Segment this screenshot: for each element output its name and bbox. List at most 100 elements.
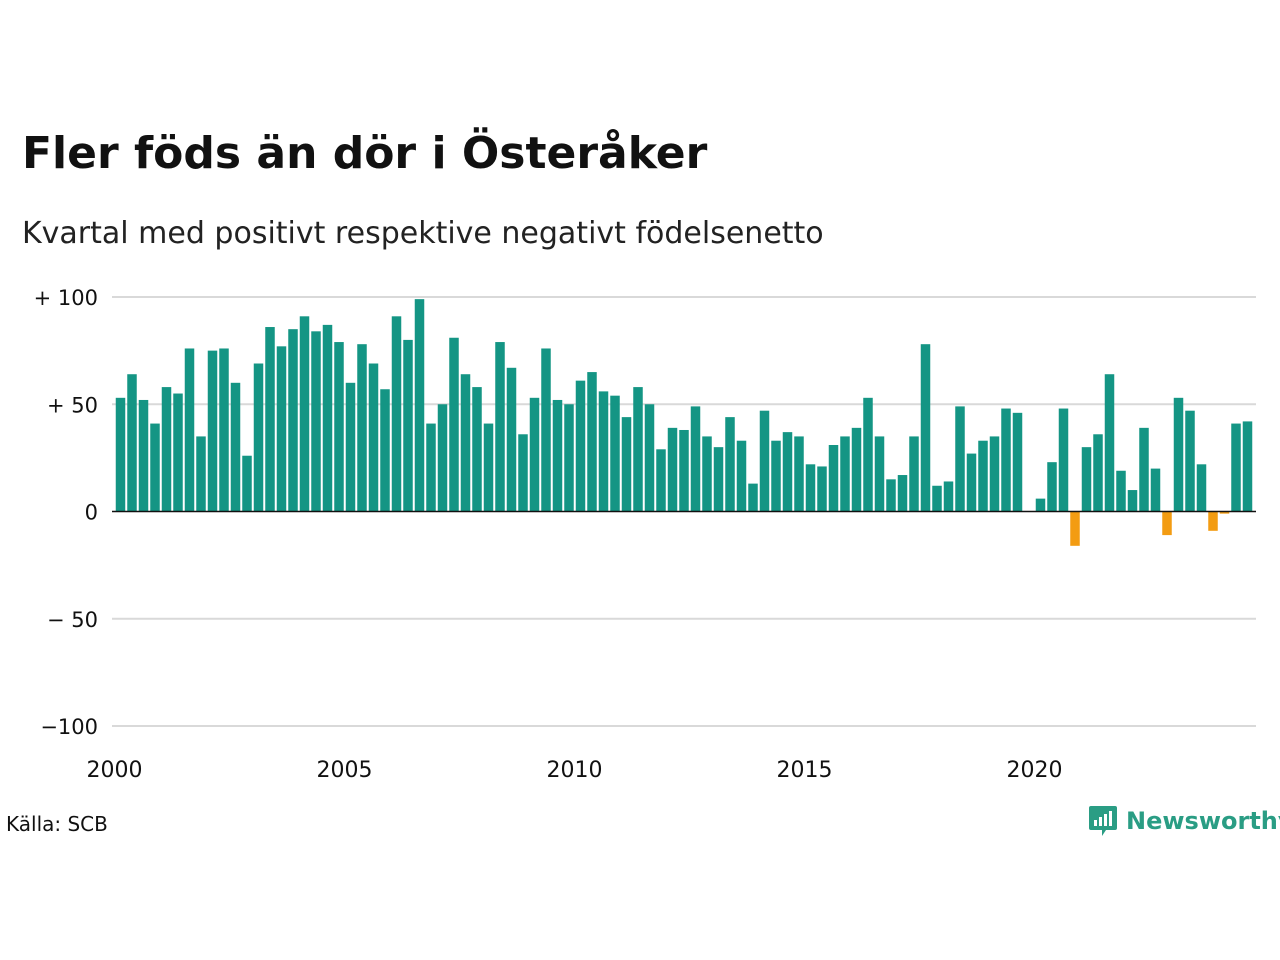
bar-positive: [391, 316, 402, 512]
bar-positive: [610, 395, 620, 512]
bar-positive: [702, 436, 712, 512]
x-tick-label: 2010: [547, 758, 603, 783]
bar-positive: [115, 397, 126, 512]
bar-positive: [1139, 427, 1149, 512]
bar-positive: [380, 389, 390, 512]
bar-positive: [748, 483, 758, 512]
bar-positive: [299, 316, 310, 512]
bar-positive: [472, 387, 482, 512]
bar-positive: [276, 346, 287, 512]
bar-positive: [828, 445, 839, 512]
bar-positive: [1012, 412, 1023, 512]
bar-chart: + 100 + 50 0 − 50 −100 2000 2005 2010 2015 2020: [34, 286, 1256, 783]
bar-positive: [817, 466, 827, 512]
bar-positive: [656, 449, 666, 512]
bar-positive: [161, 387, 172, 512]
bar-positive: [483, 423, 494, 512]
bar-positive: [449, 337, 459, 512]
bar-positive: [621, 417, 632, 512]
newsworthy-logo-icon: [1089, 806, 1117, 836]
y-tick-label: 0: [85, 501, 98, 525]
chart-subtitle: Kvartal med positivt respektive negativt…: [22, 216, 824, 251]
bar-positive: [345, 382, 356, 512]
bar-positive: [989, 436, 1000, 512]
bar-positive: [253, 363, 264, 512]
bar-positive: [886, 479, 896, 512]
bar-positive: [587, 372, 597, 512]
bar-positive: [782, 432, 793, 512]
bar-positive: [1104, 374, 1115, 512]
bar-positive: [138, 399, 149, 512]
bar-positive: [414, 299, 425, 512]
bar-positive: [541, 348, 551, 512]
bar-positive: [1196, 464, 1207, 512]
bar-positive: [127, 374, 137, 512]
bar-positive: [518, 434, 528, 512]
y-tick-label: + 100: [34, 286, 98, 310]
bar-positive: [1173, 397, 1184, 512]
bar-positive: [932, 485, 942, 512]
bar-positive: [1047, 462, 1057, 512]
bar-positive: [529, 397, 540, 512]
y-tick-label: −100: [40, 715, 98, 739]
bar-positive: [794, 436, 804, 512]
bar-positive: [840, 436, 850, 512]
bar-positive: [265, 327, 275, 512]
bar-positive: [495, 342, 505, 512]
x-tick-label: 2015: [777, 758, 833, 783]
bar-positive: [311, 331, 321, 512]
bar-positive: [966, 453, 977, 512]
bar-positive: [874, 436, 885, 512]
bar-positive: [1185, 410, 1195, 512]
x-tick-label: 2005: [317, 758, 373, 783]
bar-positive: [150, 423, 160, 512]
bar-negative: [1208, 511, 1218, 531]
bar-positive: [633, 387, 643, 512]
bar-positive: [736, 440, 747, 512]
brand-name: Newsworthy: [1126, 807, 1280, 835]
bar-positive: [1116, 470, 1126, 512]
bar-positive: [322, 324, 333, 512]
bar-positive: [426, 423, 436, 512]
bar-positive: [1127, 490, 1138, 512]
bar-positive: [242, 455, 252, 512]
bar-positive: [437, 404, 448, 512]
bar-positive: [184, 348, 195, 512]
bar-positive: [955, 406, 965, 512]
y-tick-label: + 50: [47, 393, 98, 417]
bar-positive: [219, 348, 229, 512]
bar-positive: [1001, 408, 1011, 512]
bar-positive: [667, 427, 678, 512]
bar-positive: [1150, 468, 1161, 512]
bar-positive: [805, 464, 816, 512]
bar-positive: [679, 429, 689, 512]
y-axis-ticks: + 100 + 50 0 − 50 −100: [34, 286, 98, 739]
x-axis-ticks: 2000 2005 2010 2015 2020: [87, 758, 1063, 783]
bar-positive: [334, 342, 344, 512]
bar-positive: [725, 417, 735, 512]
bar-positive: [943, 481, 954, 512]
y-tick-label: − 50: [47, 608, 98, 632]
bar-positive: [564, 404, 574, 512]
source-note: Källa: SCB: [6, 812, 108, 836]
bar-positive: [207, 350, 218, 512]
bar-positive: [1242, 421, 1253, 512]
bar-positive: [759, 410, 770, 512]
bar-positive: [368, 363, 379, 512]
bar-positive: [173, 393, 183, 512]
gridlines: [112, 296, 1256, 727]
bar-positive: [598, 391, 609, 512]
bar-negative: [1162, 511, 1172, 536]
bar-positive: [1231, 423, 1241, 512]
bar-positive: [851, 427, 862, 512]
bar-positive: [230, 382, 241, 512]
bar-positive: [575, 380, 586, 512]
bar-positive: [771, 440, 781, 512]
bar-negative: [1070, 511, 1080, 546]
bar-positive: [644, 404, 655, 512]
bar-positive: [863, 397, 873, 512]
bar-positive: [897, 475, 908, 512]
bar-positive: [920, 344, 931, 512]
bar-positive: [978, 440, 988, 512]
bar-positive: [909, 436, 919, 512]
